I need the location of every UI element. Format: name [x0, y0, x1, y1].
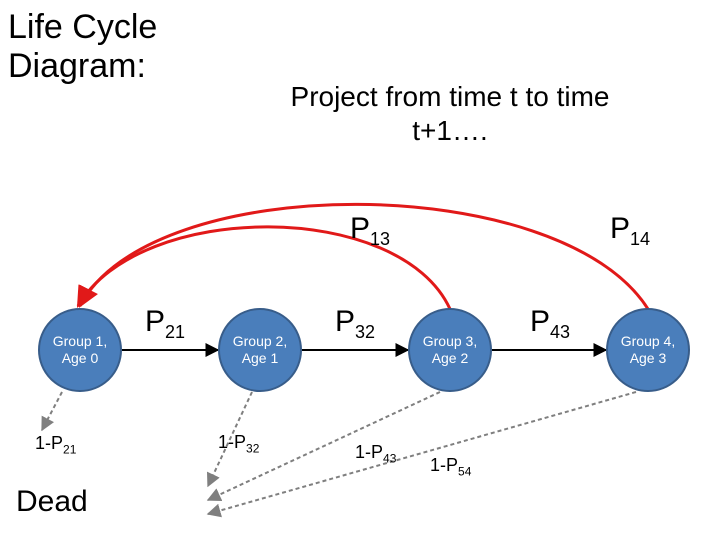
page-title: Life Cycle Diagram: — [8, 8, 157, 86]
prob-label-P32: P32 — [335, 305, 375, 343]
node-g1: Group 1,Age 0 — [38, 308, 122, 392]
subtitle: Project from time t to time t+1…. — [270, 80, 630, 147]
title-line1: Life Cycle — [8, 8, 157, 46]
death-arrow — [42, 392, 62, 430]
node-label: Group 1,Age 0 — [53, 333, 107, 367]
prob-label-dP54: 1-P54 — [430, 455, 471, 479]
death-arrow — [208, 392, 636, 514]
node-g4: Group 4,Age 3 — [606, 308, 690, 392]
back-arc — [78, 227, 450, 309]
prob-label-dP32: 1-P32 — [218, 432, 259, 456]
node-g3: Group 3,Age 2 — [408, 308, 492, 392]
title-line2: Diagram: — [8, 47, 146, 85]
dead-label: Dead — [16, 485, 88, 519]
prob-label-P43: P43 — [530, 305, 570, 343]
prob-label-dP43: 1-P43 — [355, 442, 396, 466]
prob-label-P14: P14 — [610, 212, 650, 250]
node-label: Group 3,Age 2 — [423, 333, 477, 367]
prob-label-P21: P21 — [145, 305, 185, 343]
node-label: Group 4,Age 3 — [621, 333, 675, 367]
node-g2: Group 2,Age 1 — [218, 308, 302, 392]
node-label: Group 2,Age 1 — [233, 333, 287, 367]
prob-label-dP21: 1-P21 — [35, 433, 76, 457]
prob-label-P13: P13 — [350, 212, 390, 250]
